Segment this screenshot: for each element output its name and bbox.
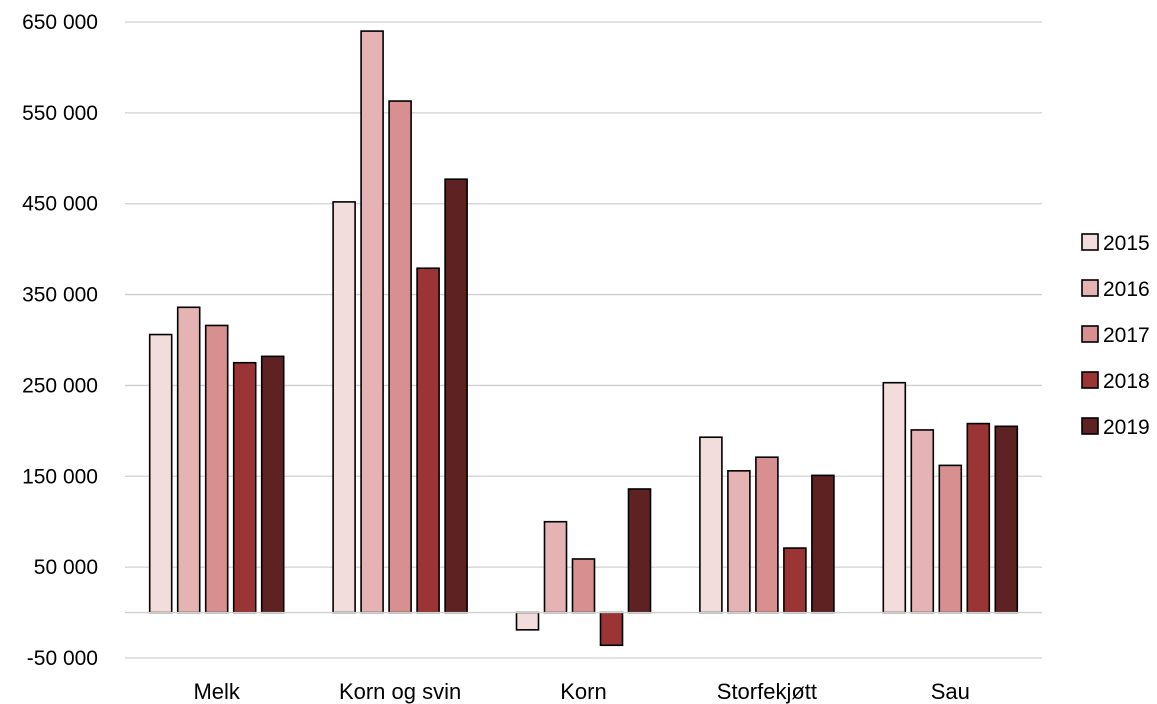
y-tick-label: 50 000 bbox=[34, 556, 98, 579]
legend: 2015 2016 2017 2018 2019 bbox=[1081, 232, 1150, 439]
bar-2019-4 bbox=[994, 425, 1019, 614]
y-tick-label: -50 000 bbox=[27, 647, 98, 670]
y-tick-label: 150 000 bbox=[22, 465, 98, 488]
bar-2017-2 bbox=[571, 558, 596, 614]
legend-swatch bbox=[1081, 325, 1099, 343]
legend-label: 2016 bbox=[1103, 278, 1150, 301]
bar-2019-3 bbox=[811, 474, 835, 614]
bar-2016-4 bbox=[910, 429, 935, 614]
category-label: Melk bbox=[193, 679, 240, 704]
legend-swatch bbox=[1081, 279, 1099, 297]
bar-2015-4 bbox=[882, 381, 907, 614]
bar-2017-4 bbox=[938, 464, 963, 614]
category-label: Korn bbox=[560, 679, 606, 704]
bar-2016-1 bbox=[360, 30, 384, 614]
bar-2015-0 bbox=[148, 333, 173, 614]
legend-label: 2019 bbox=[1103, 416, 1150, 439]
x-axis-category-labels: Melk Korn og svin Korn Storfekjøtt Sau bbox=[193, 679, 969, 704]
legend-swatch bbox=[1081, 417, 1099, 435]
y-tick-label: 350 000 bbox=[22, 284, 98, 307]
bars bbox=[148, 30, 1019, 647]
bar-2017-3 bbox=[755, 456, 779, 614]
y-tick-label: 450 000 bbox=[22, 193, 98, 216]
legend-swatch bbox=[1081, 233, 1099, 251]
bar-2016-0 bbox=[176, 306, 201, 614]
y-axis-tick-labels: -50 000 50 000 150 000 250 000 350 000 450 00… bbox=[22, 11, 98, 670]
bar-2019-0 bbox=[260, 355, 285, 614]
bar-2018-4 bbox=[966, 422, 991, 614]
bar-2018-0 bbox=[232, 361, 257, 614]
bar-2018-2 bbox=[599, 611, 624, 647]
bar-2015-3 bbox=[699, 436, 723, 614]
bar-2018-3 bbox=[783, 547, 807, 614]
bar-2017-1 bbox=[388, 100, 412, 614]
legend-label: 2018 bbox=[1103, 370, 1150, 393]
category-label: Sau bbox=[931, 679, 970, 704]
y-tick-label: 650 000 bbox=[22, 11, 98, 34]
category-label: Korn og svin bbox=[339, 679, 461, 704]
legend-label: 2017 bbox=[1103, 324, 1150, 347]
bar-2015-2 bbox=[515, 611, 540, 631]
bar-2019-1 bbox=[444, 178, 468, 614]
bar-2017-0 bbox=[204, 324, 229, 614]
y-tick-label: 250 000 bbox=[22, 374, 98, 397]
bar-2015-1 bbox=[332, 201, 356, 614]
bar-2018-1 bbox=[416, 267, 440, 614]
y-tick-label: 550 000 bbox=[22, 102, 98, 125]
bar-2016-3 bbox=[727, 470, 751, 614]
bar-2016-2 bbox=[543, 520, 568, 614]
bar-2019-2 bbox=[627, 488, 652, 614]
category-label: Storfekjøtt bbox=[717, 679, 817, 704]
legend-label: 2015 bbox=[1103, 232, 1150, 255]
legend-swatch bbox=[1081, 371, 1099, 389]
